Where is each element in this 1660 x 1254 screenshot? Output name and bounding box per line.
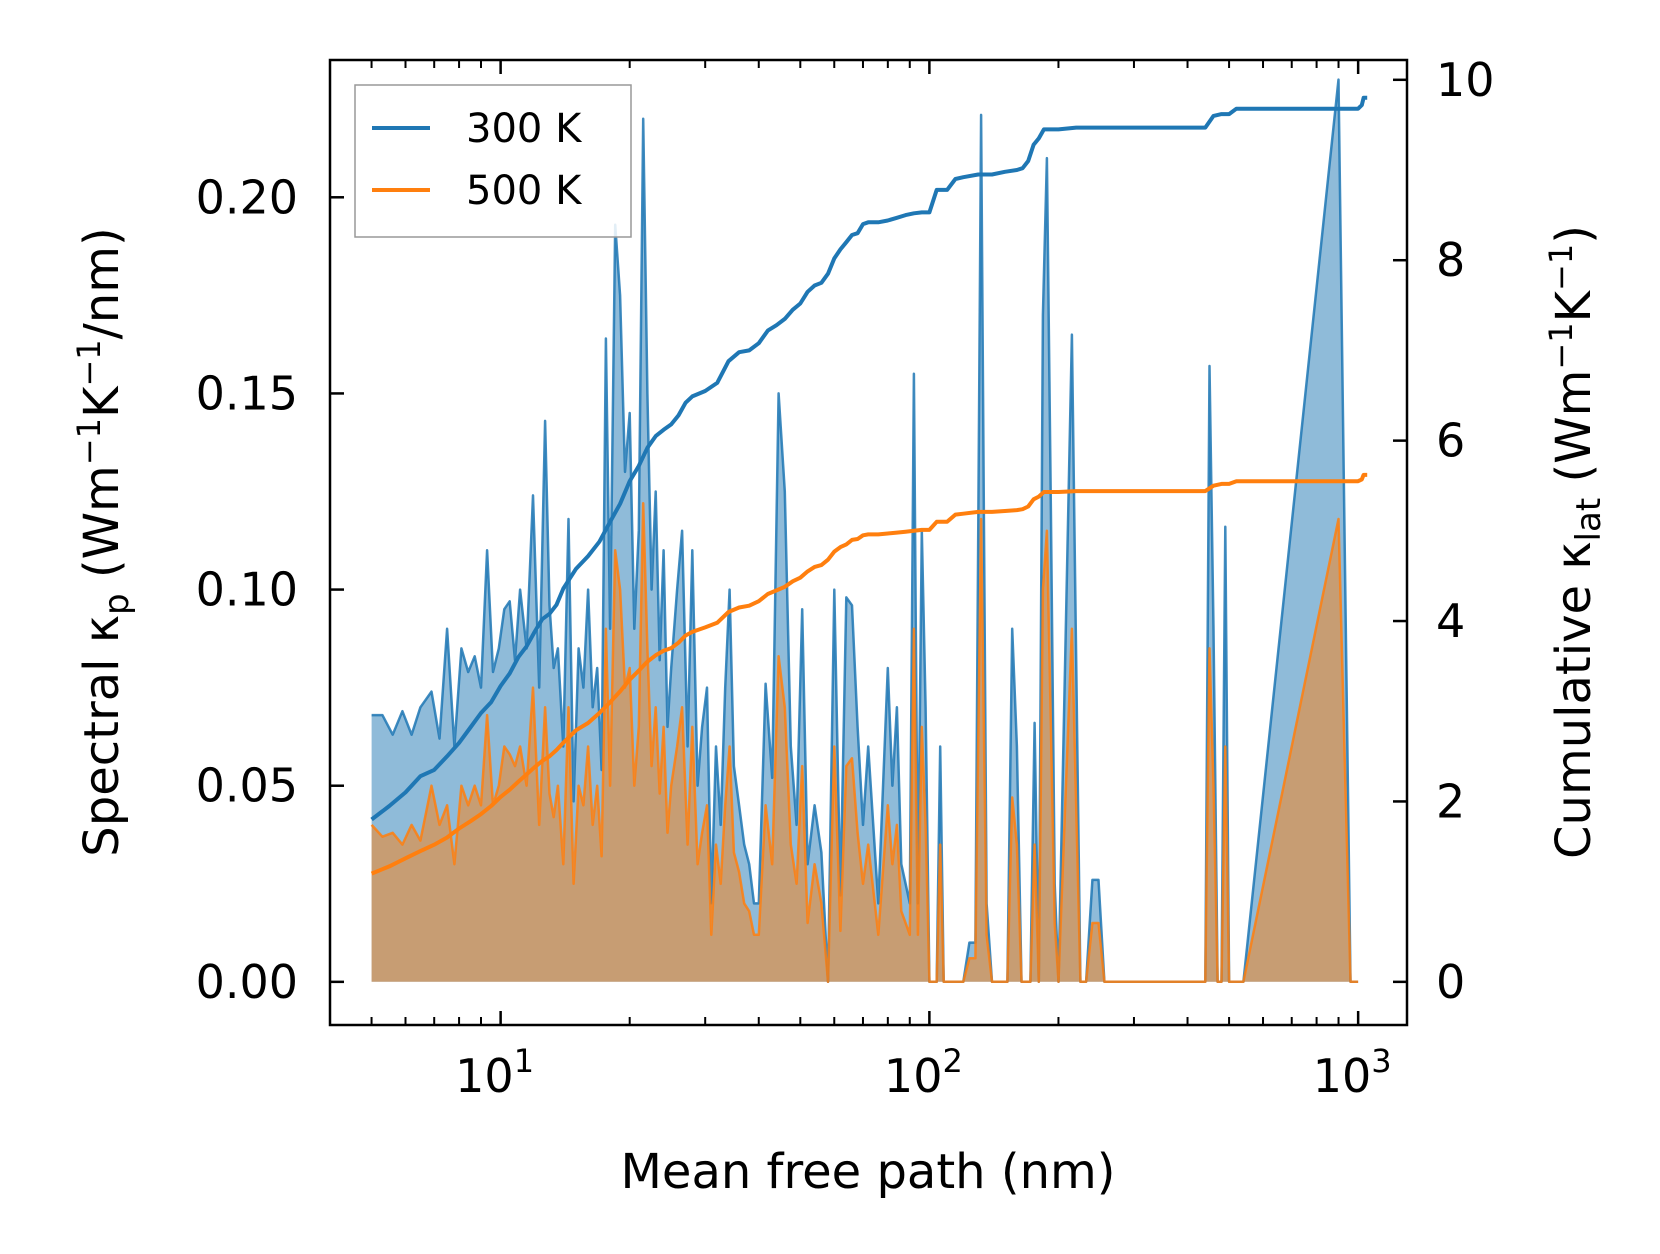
plot-frame (328, 58, 1409, 1027)
legend-box (354, 84, 632, 238)
x-tick-label: 102 (884, 1042, 963, 1103)
y-left-tick-label: 0.15 (196, 366, 298, 420)
axis-ticks (329, 60, 1407, 1025)
axis-tick-labels: 101 102 103 0.00 0.05 0.10 0.15 0.20 0 2 4 6 8 10 (196, 53, 1495, 1103)
spectral-fill-500k (371, 503, 1359, 982)
cumulative-line-layer (370, 95, 1368, 876)
y-right-tick-label: 4 (1436, 594, 1465, 648)
y-left-tick-label: 0.00 (196, 955, 298, 1009)
legend-label-300k: 300 K (466, 106, 583, 152)
legend: 300 K 500 K (354, 84, 632, 238)
y-right-tick-label: 2 (1436, 774, 1465, 828)
y-axis-label-right: Cumulative κlat (Wm−1K−1) (1542, 225, 1609, 859)
y-left-tick-label: 0.10 (196, 563, 298, 617)
spectral-line-500k (370, 502, 1359, 984)
legend-label-500k: 500 K (466, 168, 583, 214)
y-left-tick-label: 0.20 (196, 170, 298, 224)
x-tick-label: 103 (1313, 1042, 1392, 1103)
y-left-tick-label: 0.05 (196, 759, 298, 813)
spectral-line-layer (370, 78, 1359, 984)
spectral-line-300k (371, 78, 1359, 984)
y-right-tick-label: 0 (1436, 955, 1465, 1009)
x-axis-label: Mean free path (nm) (621, 1144, 1116, 1200)
x-tick-label: 101 (455, 1042, 534, 1103)
y-axis-label-left: Spectral κp (Wm−1K−1/nm) (70, 227, 137, 856)
y-right-tick-label: 6 (1436, 414, 1465, 468)
y-right-tick-label: 8 (1436, 233, 1465, 287)
spectral-fill-layer (371, 79, 1359, 982)
cumulative-line-500k (370, 472, 1368, 876)
y-right-tick-label: 10 (1436, 53, 1495, 107)
cumulative-line-300k (370, 95, 1368, 822)
